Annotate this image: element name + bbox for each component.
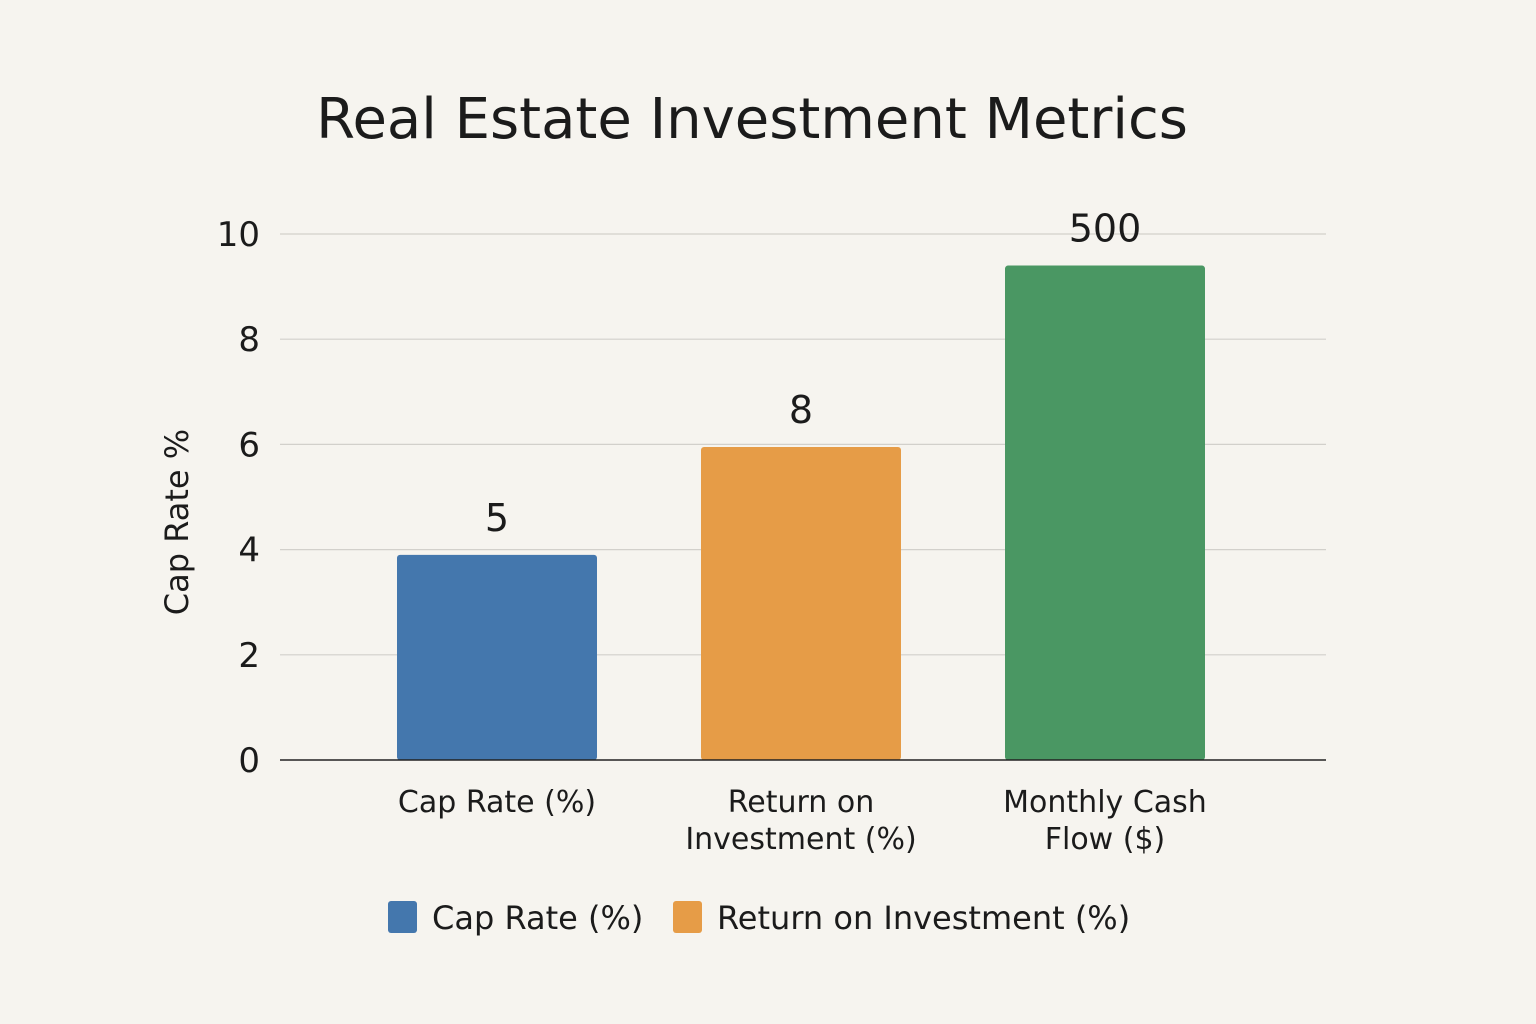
bar [397, 554, 597, 760]
x-tick-label: Cap Rate (%) [398, 785, 596, 820]
legend-label: Cap Rate (%) [432, 899, 643, 937]
legend: Cap Rate (%) Return on Investment (%) [388, 899, 1130, 937]
y-axis-ticks: 0 2 4 6 8 10 [217, 215, 260, 781]
data-labels: 5 8 500 [485, 207, 1141, 540]
y-tick-label: 0 [238, 741, 260, 781]
y-tick-label: 4 [238, 531, 260, 571]
x-tick-label: Return on [728, 785, 874, 820]
chart-title: Real Estate Investment Metrics [316, 87, 1188, 152]
legend-swatch [388, 901, 417, 933]
x-tick-label: Flow ($) [1045, 822, 1166, 857]
data-label: 8 [789, 388, 813, 432]
legend-label: Return on Investment (%) [717, 899, 1130, 937]
data-label: 5 [485, 496, 509, 540]
x-tick-label: Investment (%) [685, 822, 916, 857]
bar [1005, 265, 1205, 760]
data-label: 500 [1069, 207, 1142, 251]
y-axis-title: Cap Rate % [158, 429, 196, 615]
bar [701, 447, 901, 760]
y-tick-label: 8 [238, 320, 260, 360]
y-tick-label: 6 [238, 425, 260, 465]
bars [397, 265, 1205, 760]
x-tick-label: Monthly Cash [1003, 785, 1207, 820]
y-tick-label: 2 [238, 636, 260, 676]
legend-swatch [673, 901, 702, 933]
y-tick-label: 10 [217, 215, 260, 255]
